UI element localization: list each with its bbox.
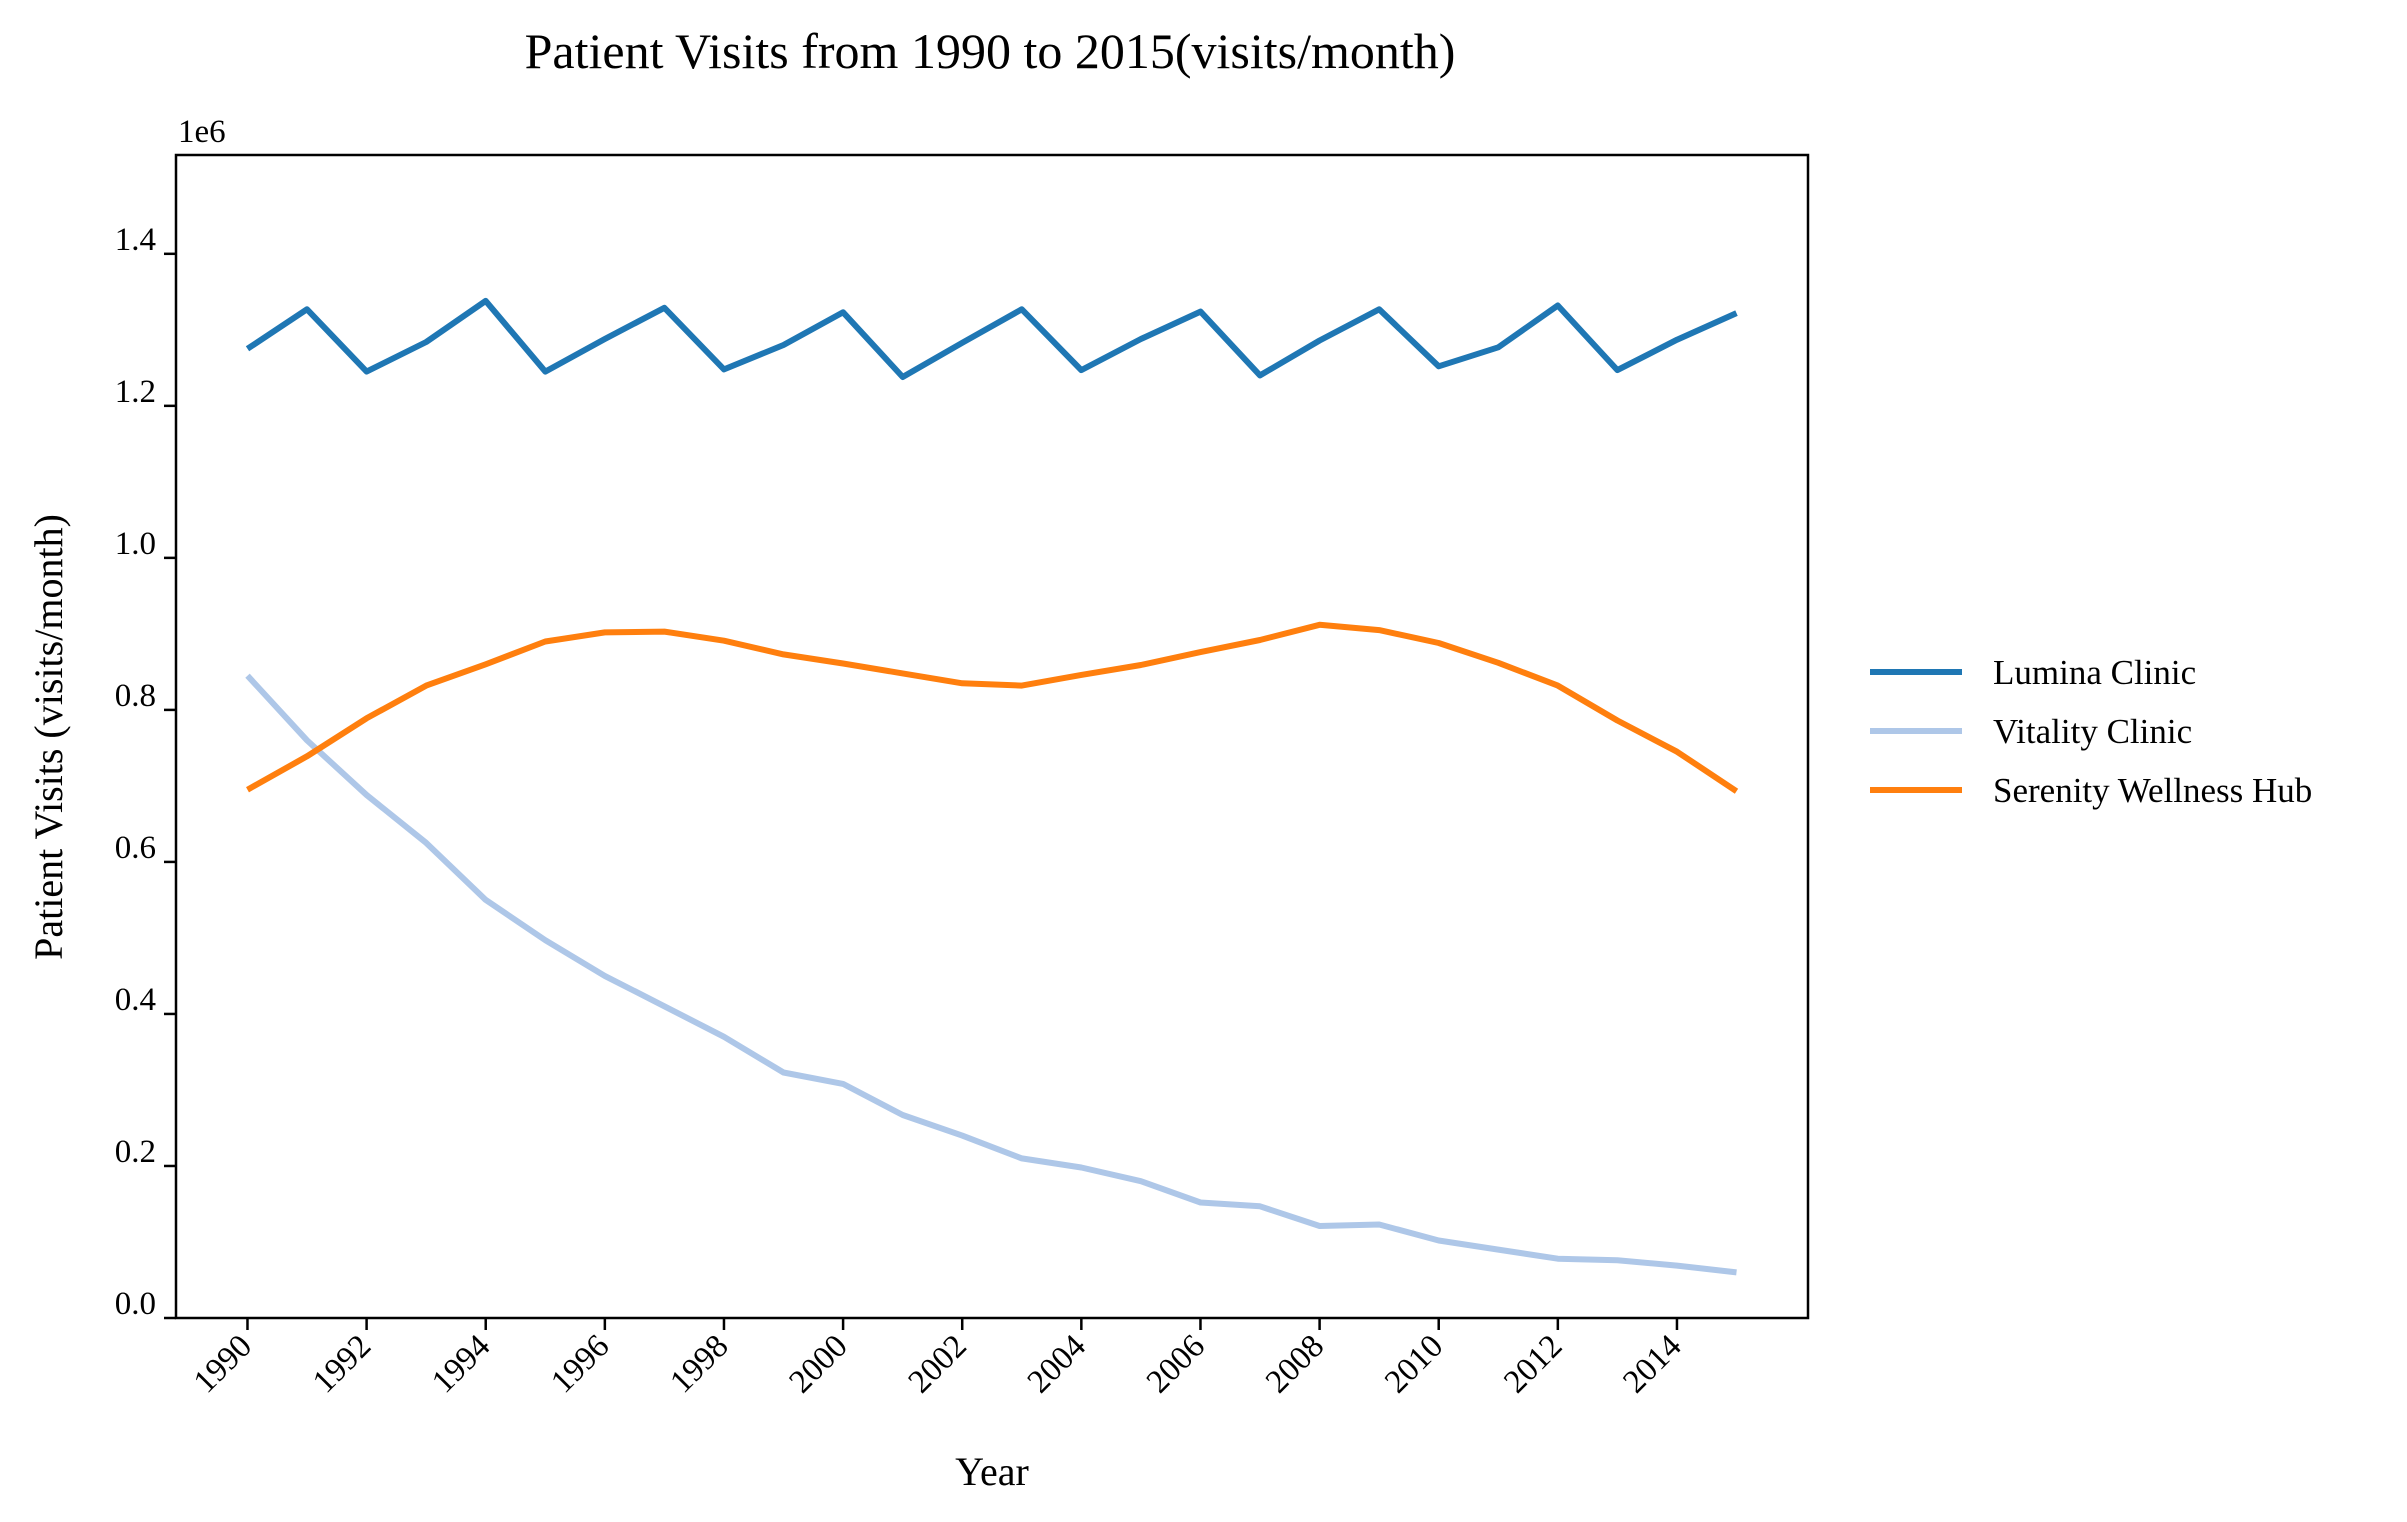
x-tick-label: 2012 [1497, 1328, 1569, 1400]
x-tick-label: 1998 [664, 1328, 736, 1400]
x-tick-label: 2010 [1378, 1328, 1450, 1400]
y-tick-label: 0.2 [115, 1134, 156, 1170]
series-lines [245, 297, 1739, 1276]
legend-label-vitality-clinic: Vitality Clinic [1993, 712, 2192, 751]
y-tick-label: 0.6 [115, 830, 156, 866]
y-tick-label: 0.8 [115, 678, 156, 714]
y-tick-label: 0.0 [115, 1286, 156, 1322]
y-axis: 0.0 0.2 0.4 0.6 0.8 1.0 1.2 1.4 [115, 222, 176, 1322]
x-tick-label: 2014 [1616, 1328, 1688, 1400]
series-line-serenity-wellness-hub [246, 621, 1739, 794]
x-tick-label: 1990 [187, 1328, 259, 1400]
plot-area-frame [174, 153, 1810, 1320]
legend: Lumina Clinic Vitality Clinic Serenity Wel… [1870, 653, 2312, 810]
y-axis-label: Patient Visits (visits/month) [26, 514, 71, 960]
x-tick-label: 2006 [1140, 1328, 1212, 1400]
y-tick-label: 1.4 [115, 222, 156, 258]
chart-title: Patient Visits from 1990 to 2015(visits/… [525, 23, 1456, 79]
series-line-lumina-clinic [245, 297, 1738, 380]
y-tick-label: 0.4 [115, 982, 156, 1018]
x-tick-label: 2002 [902, 1328, 974, 1400]
y-tick-label: 1.0 [115, 526, 156, 562]
x-axis-label: Year [955, 1449, 1029, 1494]
series-line-vitality-clinic [245, 673, 1737, 1276]
x-axis: 1990 1992 1994 1996 1998 2000 2002 2004 2006 2008… [187, 1318, 1689, 1400]
legend-label-serenity-wellness-hub: Serenity Wellness Hub [1993, 771, 2312, 810]
y-axis-offset-label: 1e6 [178, 114, 226, 150]
x-tick-label: 1994 [425, 1328, 497, 1400]
x-tick-label: 2008 [1259, 1328, 1331, 1400]
x-tick-label: 2000 [783, 1328, 855, 1400]
y-tick-label: 1.2 [115, 374, 156, 410]
x-tick-label: 1992 [306, 1328, 378, 1400]
x-tick-label: 2004 [1021, 1328, 1093, 1400]
legend-label-lumina-clinic: Lumina Clinic [1993, 653, 2196, 692]
x-tick-label: 1996 [544, 1328, 616, 1400]
